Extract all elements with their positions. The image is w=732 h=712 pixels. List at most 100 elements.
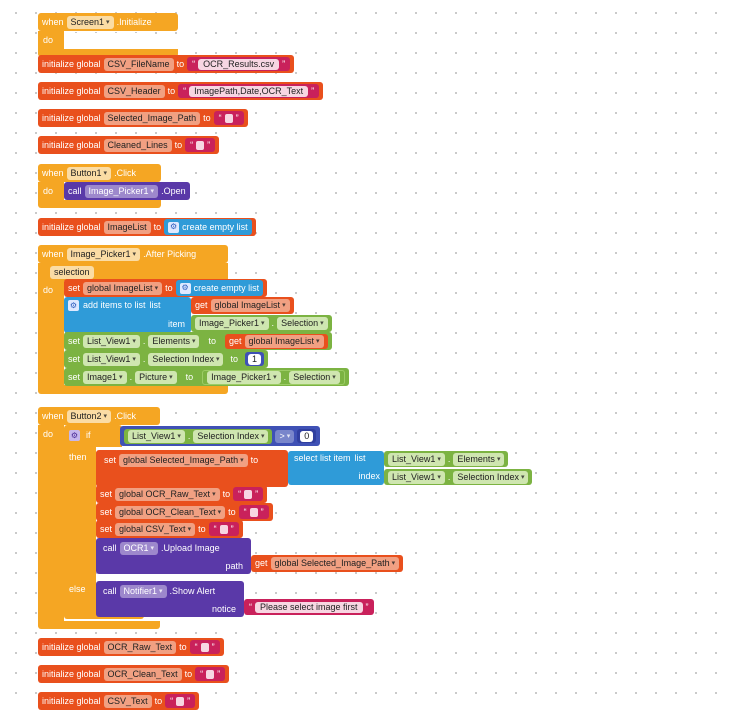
- set-selected-image-path[interactable]: set global Selected_Image_Path ▾ to: [96, 450, 288, 487]
- var-name[interactable]: CSV_Header: [103, 84, 165, 98]
- global-selected-image-path[interactable]: initialize global Selected_Image_Path to…: [38, 109, 248, 127]
- component-dropdown[interactable]: Button1 ▾: [66, 166, 112, 180]
- call-ocr-upload-image[interactable]: call OCR1 ▾ .Upload Image path: [96, 538, 251, 574]
- set-global-imagelist[interactable]: set global ImageList ▾ to ⚙ create empty …: [64, 279, 268, 297]
- global-ocr-raw-text[interactable]: initialize global OCR_Raw_Text to “ ”: [38, 638, 224, 656]
- get-selected-image-path[interactable]: get global Selected_Image_Path ▾: [251, 555, 404, 572]
- component-dropdown[interactable]: OCR1 ▾: [119, 542, 159, 555]
- component-dropdown[interactable]: Image_Picker1 ▾: [84, 184, 159, 198]
- component-dropdown[interactable]: Image_Picker1 ▾: [195, 317, 269, 330]
- number-block[interactable]: 0: [297, 429, 317, 443]
- call-notifier-show-alert[interactable]: call Notifier1 ▾ .Show Alert notice: [96, 581, 244, 617]
- empty-text-block[interactable]: “ ”: [238, 505, 269, 519]
- gear-icon[interactable]: ⚙: [68, 300, 79, 311]
- if-header[interactable]: ⚙ if: [64, 425, 122, 447]
- component-dropdown[interactable]: List_View1 ▾: [128, 429, 185, 443]
- var-name[interactable]: OCR_Clean_Text: [103, 667, 182, 681]
- component-dropdown[interactable]: List_View1 ▾: [388, 470, 445, 484]
- var-name[interactable]: CSV_FileName: [103, 57, 174, 71]
- create-empty-list-block[interactable]: ⚙ create empty list: [164, 219, 252, 235]
- get-global-imagelist[interactable]: get global ImageList ▾: [224, 333, 328, 349]
- component-dropdown[interactable]: Screen1 ▾: [66, 15, 114, 29]
- component-dropdown[interactable]: Button2 ▾: [66, 409, 112, 423]
- empty-text-block[interactable]: “ ”: [213, 111, 244, 125]
- component-dropdown[interactable]: Image_Picker1 ▾: [66, 247, 141, 261]
- set-listview-selection-index[interactable]: set List_View1 ▾ . Selection Index ▾ to 1: [64, 350, 269, 368]
- global-csv-text[interactable]: initialize global CSV_Text to “ ”: [38, 692, 200, 710]
- var-name[interactable]: Selected_Image_Path: [103, 111, 201, 125]
- event-header[interactable]: when Button1 ▾ .Click: [38, 164, 161, 182]
- add-items-to-list-block[interactable]: ⚙ add items to list list item: [64, 297, 191, 333]
- var-dropdown[interactable]: global ImageList ▾: [244, 334, 324, 348]
- listview-selection-index-getter[interactable]: List_View1 ▾ . Selection Index ▾: [124, 428, 273, 444]
- number-value[interactable]: 1: [248, 353, 262, 365]
- var-dropdown[interactable]: global Selected_Image_Path ▾: [119, 454, 248, 467]
- global-csv-filename[interactable]: initialize global CSV_FileName to “ OCR_…: [38, 55, 295, 73]
- var-name[interactable]: Cleaned_Lines: [103, 138, 172, 152]
- var-dropdown[interactable]: global OCR_Clean_Text ▾: [115, 505, 226, 519]
- text-value[interactable]: ImagePath,Date,OCR_Text: [189, 85, 309, 97]
- text-value[interactable]: OCR_Results.csv: [198, 58, 280, 70]
- property-dropdown[interactable]: Elements ▾: [453, 452, 505, 466]
- var-dropdown[interactable]: global OCR_Raw_Text ▾: [115, 487, 220, 501]
- property-dropdown[interactable]: Elements ▾: [148, 334, 200, 348]
- var-name[interactable]: ImageList: [103, 220, 151, 234]
- property-dropdown[interactable]: Picture ▾: [135, 370, 177, 384]
- listview-selection-index-getter[interactable]: List_View1 ▾ . Selection Index ▾: [384, 469, 533, 485]
- get-global-imagelist[interactable]: get global ImageList ▾: [191, 297, 294, 314]
- text-block[interactable]: “ ImagePath,Date,OCR_Text ”: [178, 84, 320, 98]
- gear-icon[interactable]: ⚙: [168, 221, 180, 233]
- compare-block[interactable]: List_View1 ▾ . Selection Index ▾ > ▾ 0: [120, 426, 321, 446]
- empty-text-block[interactable]: “ ”: [233, 487, 264, 501]
- selection-param[interactable]: selection: [50, 266, 94, 279]
- component-dropdown[interactable]: List_View1 ▾: [83, 334, 140, 348]
- gear-icon[interactable]: ⚙: [179, 282, 191, 294]
- set-csv-text[interactable]: set global CSV_Text ▾ to “ ”: [96, 520, 243, 538]
- component-dropdown[interactable]: Image1 ▾: [83, 370, 127, 384]
- property-dropdown[interactable]: Selection ▾: [289, 370, 340, 384]
- var-dropdown[interactable]: global Selected_Image_Path ▾: [270, 557, 400, 570]
- var-dropdown[interactable]: global CSV_Text ▾: [115, 522, 196, 536]
- var-name[interactable]: OCR_Raw_Text: [103, 640, 177, 654]
- call-open-block[interactable]: call Image_Picker1 ▾ .Open: [64, 182, 190, 200]
- operator-dropdown[interactable]: > ▾: [275, 429, 295, 443]
- set-image1-picture[interactable]: set Image1 ▾ . Picture ▾ to Image_Picker1 ▾…: [64, 368, 349, 386]
- component-dropdown[interactable]: Notifier1 ▾: [119, 585, 167, 598]
- global-imagelist[interactable]: initialize global ImageList to ⚙ create …: [38, 218, 256, 236]
- text-block[interactable]: “ Please select image first ”: [244, 599, 374, 615]
- empty-text-block[interactable]: “ ”: [195, 667, 226, 681]
- number-block[interactable]: 1: [245, 352, 265, 366]
- property-dropdown[interactable]: Selection Index ▾: [193, 429, 269, 443]
- var-name[interactable]: CSV_Text: [103, 694, 152, 708]
- image-picker-selection-getter[interactable]: Image_Picker1 ▾ . Selection ▾: [191, 315, 332, 332]
- image-picker-selection-getter[interactable]: Image_Picker1 ▾ . Selection ▾: [202, 369, 345, 385]
- global-cleaned-lines[interactable]: initialize global Cleaned_Lines to “ ”: [38, 136, 220, 154]
- text-value[interactable]: Please select image first: [255, 601, 363, 613]
- property-dropdown[interactable]: Selection Index ▾: [148, 352, 224, 366]
- empty-text-block[interactable]: “ ”: [185, 138, 216, 152]
- var-dropdown[interactable]: global ImageList ▾: [210, 299, 290, 312]
- select-list-item-block[interactable]: select list item list index: [288, 451, 384, 485]
- set-ocr-clean-text[interactable]: set global OCR_Clean_Text ▾ to “ ”: [96, 503, 273, 521]
- create-empty-list-block[interactable]: ⚙ create empty list: [175, 280, 264, 296]
- listview-elements-getter[interactable]: List_View1 ▾ . Elements ▾: [384, 451, 509, 467]
- global-ocr-clean-text[interactable]: initialize global OCR_Clean_Text to “ ”: [38, 665, 230, 683]
- component-dropdown[interactable]: List_View1 ▾: [388, 452, 445, 466]
- text-block[interactable]: “ OCR_Results.csv ”: [187, 57, 291, 71]
- empty-do-slot[interactable]: [64, 33, 154, 47]
- empty-text-block[interactable]: “ ”: [208, 522, 239, 536]
- event-header[interactable]: when Image_Picker1 ▾ .After Picking: [38, 245, 228, 263]
- global-csv-header[interactable]: initialize global CSV_Header to “ ImageP…: [38, 82, 324, 100]
- component-dropdown[interactable]: List_View1 ▾: [83, 352, 140, 366]
- property-dropdown[interactable]: Selection ▾: [277, 317, 328, 330]
- number-value[interactable]: 0: [300, 430, 314, 442]
- component-dropdown[interactable]: Image_Picker1 ▾: [207, 370, 281, 384]
- property-dropdown[interactable]: Selection Index ▾: [453, 470, 529, 484]
- gear-icon[interactable]: ⚙: [69, 430, 80, 441]
- empty-text-block[interactable]: “ ”: [189, 640, 220, 654]
- empty-text-block[interactable]: “ ”: [165, 694, 196, 708]
- set-listview-elements[interactable]: set List_View1 ▾ . Elements ▾ to get globa…: [64, 332, 332, 350]
- event-header[interactable]: when Button2 ▾ .Click: [38, 407, 160, 425]
- var-dropdown[interactable]: global ImageList ▾: [83, 281, 163, 295]
- set-ocr-raw-text[interactable]: set global OCR_Raw_Text ▾ to “ ”: [96, 485, 268, 503]
